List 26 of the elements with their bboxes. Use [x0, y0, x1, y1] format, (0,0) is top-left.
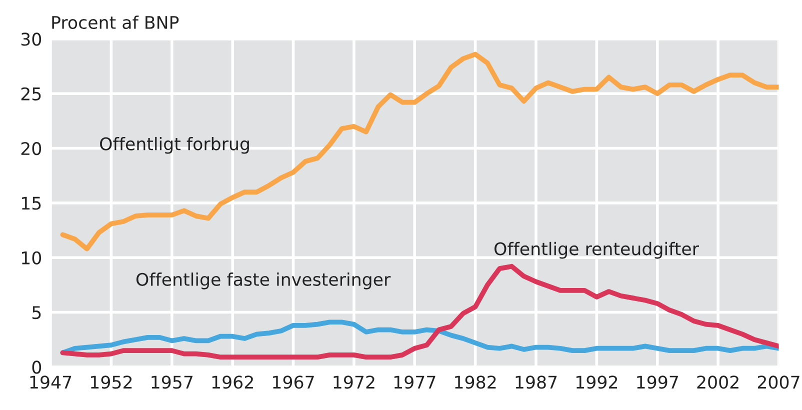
x-tick-label: 1957 — [152, 376, 193, 389]
x-tick-label: 1997 — [637, 376, 678, 389]
y-tick-label: 15 — [22, 196, 41, 210]
text: Offentlige faste investeringer — [136, 272, 391, 290]
series-label: Offentlige renteudgifter — [494, 242, 699, 259]
line-series — [60, 264, 779, 360]
y-tick-label: 20 — [21, 142, 42, 156]
y-tick-label: 5 — [32, 306, 41, 320]
y-axis-title: Procent af BNP — [52, 16, 179, 30]
x-tick-label: 1987 — [516, 376, 557, 389]
y-tick-label: 30 — [21, 32, 42, 46]
x-tick-label: 1982 — [455, 376, 496, 389]
x-tick-label: 1947 — [30, 376, 72, 389]
x-tick-label: 2007 — [758, 376, 800, 389]
text: Offentligt forbrug — [100, 136, 249, 154]
x-tick-label: 1977 — [394, 376, 436, 389]
x-tick-label: 1952 — [91, 376, 132, 389]
x-tick-label: 2002 — [697, 376, 738, 389]
line-series — [60, 320, 779, 356]
x-tick-label: 1972 — [334, 376, 374, 389]
x-tick-label: 1992 — [576, 376, 618, 389]
y-tick-label: 10 — [22, 251, 42, 264]
x-tick-label: 1962 — [212, 376, 253, 389]
x-tick-label: 1967 — [273, 376, 314, 389]
y-tick-label: 25 — [21, 87, 41, 100]
y-tick-label: 0 — [32, 360, 42, 374]
